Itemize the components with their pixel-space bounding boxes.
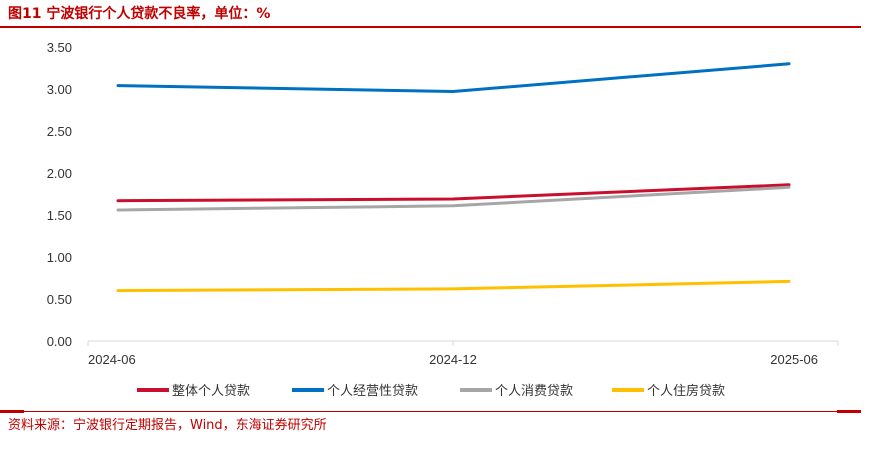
y-tick-label: 3.50 bbox=[47, 40, 72, 55]
y-tick-label: 3.00 bbox=[47, 82, 72, 97]
legend-label: 整体个人贷款 bbox=[172, 384, 250, 399]
y-tick-label: 1.00 bbox=[47, 250, 72, 265]
footer-divider-mark-right bbox=[837, 410, 861, 413]
legend: 整体个人贷款 个人经营性贷款 个人消费贷款 个人住房贷款 bbox=[137, 383, 725, 399]
y-tick-label: 0.50 bbox=[47, 292, 72, 307]
footer-divider-mark-left bbox=[0, 410, 24, 413]
x-tick-label: 2024-12 bbox=[429, 352, 477, 367]
series-line-3 bbox=[116, 185, 791, 212]
source-note: 资料来源：宁波银行定期报告，Wind，东海证券研究所 bbox=[8, 418, 327, 433]
legend-label: 个人消费贷款 bbox=[495, 384, 573, 399]
y-tick-label: 0.00 bbox=[47, 334, 72, 349]
series-line-2 bbox=[116, 62, 791, 93]
y-tick-label: 1.50 bbox=[47, 208, 72, 223]
legend-label: 个人经营性贷款 bbox=[327, 384, 418, 399]
line-chart: 0.00 0.50 1.00 1.50 2.00 2.50 3.00 3.50 2024-06… bbox=[47, 40, 839, 399]
y-tick-label: 2.00 bbox=[47, 166, 72, 181]
chart-title: 图11 宁波银行个人贷款不良率，单位：% bbox=[8, 6, 271, 22]
series-line-1 bbox=[116, 183, 791, 203]
x-axis: 2024-06 2024-12 2025-06 bbox=[87, 341, 839, 367]
series-lines bbox=[116, 62, 791, 293]
x-tick-label: 2024-06 bbox=[88, 352, 136, 367]
series-line-4 bbox=[116, 279, 791, 293]
legend-label: 个人住房贷款 bbox=[647, 383, 725, 399]
y-axis: 0.00 0.50 1.00 1.50 2.00 2.50 3.00 3.50 bbox=[47, 40, 72, 349]
x-tick-label: 2025-06 bbox=[770, 352, 818, 367]
y-tick-label: 2.50 bbox=[47, 124, 72, 139]
footer-divider bbox=[0, 411, 861, 412]
title-divider bbox=[0, 26, 861, 28]
